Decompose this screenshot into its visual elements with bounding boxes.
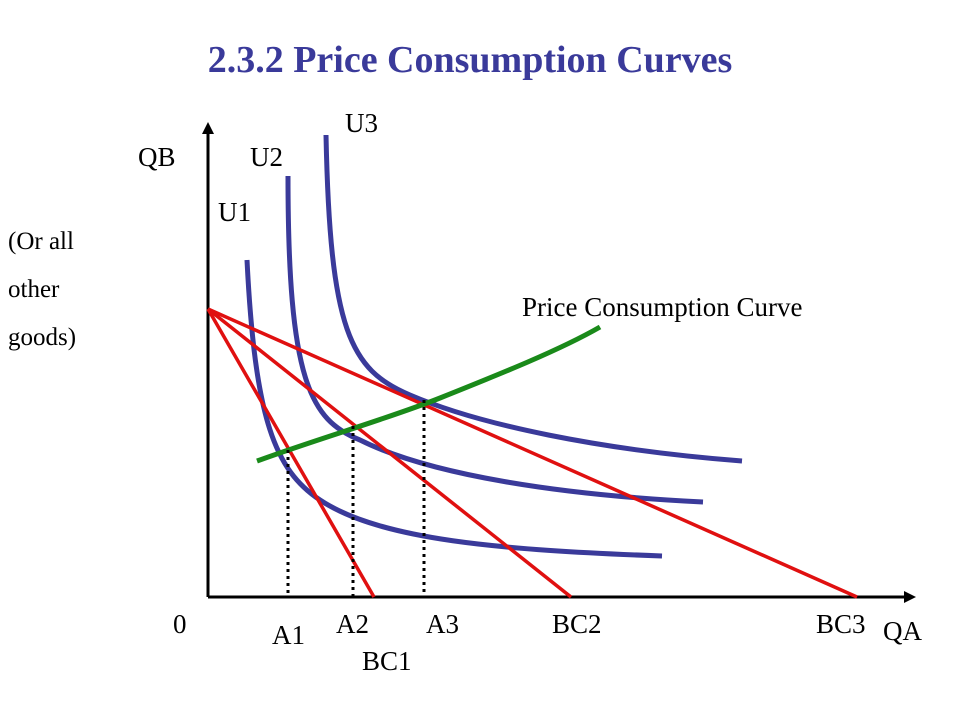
y-axis-note-line-1: (Or all: [8, 228, 74, 255]
a1-label: A1: [272, 620, 305, 650]
u1-label: U1: [218, 197, 251, 227]
u2-label: U2: [250, 142, 283, 172]
x-axis-label: QA: [883, 616, 922, 646]
origin-label: 0: [173, 609, 187, 639]
indifference-curve-u2: [285, 175, 704, 505]
indifference-curve-u1: [244, 259, 663, 559]
budget-line-bc2: [206, 307, 573, 599]
bc2-label: BC2: [552, 609, 602, 639]
indifference-curve-u3: [323, 134, 743, 464]
a3-label: A3: [426, 609, 459, 639]
budget-line-bc1: [206, 308, 376, 598]
a2-label: A2: [336, 609, 369, 639]
u3-label: U3: [345, 108, 378, 138]
y-axis-note-line-3: goods): [8, 324, 77, 351]
slide-title: 2.3.2 Price Consumption Curves: [207, 39, 733, 81]
budget-line-bc3: [207, 307, 858, 599]
y-axis-note: (Or all other goods): [8, 218, 128, 362]
pcc-label: Price Consumption Curve: [522, 292, 802, 322]
bc3-label: BC3: [816, 609, 866, 639]
bc1-label: BC1: [362, 646, 412, 676]
y-axis-label: QB: [138, 142, 176, 172]
price-consumption-curve: [256, 324, 602, 464]
y-axis-note-line-2: other: [8, 276, 60, 303]
